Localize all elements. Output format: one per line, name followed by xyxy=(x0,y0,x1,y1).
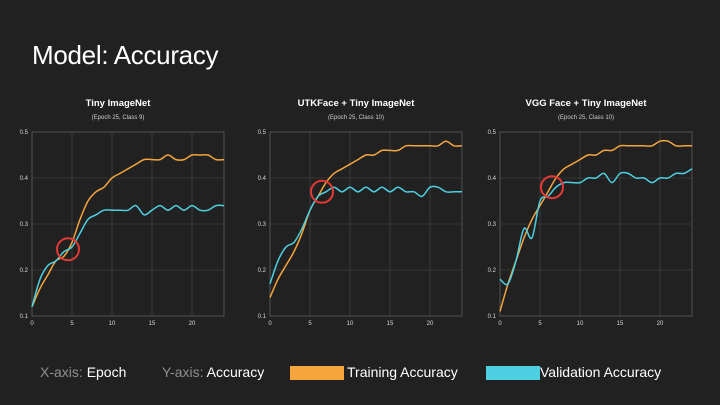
legend-training-label: Training Accuracy xyxy=(347,364,458,380)
chart-panel-vgg-face: VGG Face + Tiny ImageNet (Epoch 25, Clas… xyxy=(476,98,696,333)
legend-x-key: X-axis: xyxy=(40,364,83,380)
x-tick-label: 10 xyxy=(577,321,584,327)
chart-subtitle: (Epoch 25, Class 9) xyxy=(91,115,145,121)
chart-subtitle: (Epoch 25, Class 10) xyxy=(557,115,615,121)
x-tick-label: 5 xyxy=(308,321,312,327)
x-tick-label: 0 xyxy=(268,321,272,327)
plot-frame xyxy=(499,131,693,317)
x-tick-label: 15 xyxy=(149,321,156,327)
x-tick-label: 5 xyxy=(538,321,542,327)
x-tick-label: 0 xyxy=(498,321,502,327)
line-chart: 0.1 0.2 0.3 0.4 0.5 0 5 10 15 20 xyxy=(488,130,693,327)
training-accuracy-line xyxy=(269,140,463,298)
chart-subtitle: (Epoch 25, Class 10) xyxy=(327,115,385,121)
legend-x-value: Epoch xyxy=(86,364,127,380)
line-chart: 0.1 0.2 0.3 0.4 0.5 0 5 10 15 20 xyxy=(258,130,463,327)
y-tick-label: 0.2 xyxy=(20,268,29,274)
chart-title: UTKFace + Tiny ImageNet xyxy=(297,98,415,109)
x-tick-label: 5 xyxy=(70,321,74,327)
legend-validation-text: Validation Accuracy xyxy=(540,364,662,380)
training-accuracy-line xyxy=(31,153,225,308)
y-tick-label: 0.2 xyxy=(258,268,267,274)
highlight-circle xyxy=(56,237,80,262)
legend-y-axis: Y-axis: Accuracy xyxy=(162,364,264,380)
validation-accuracy-line xyxy=(31,204,225,308)
legend-y-key: Y-axis: xyxy=(162,364,204,380)
y-tick-label: 0.4 xyxy=(258,176,267,182)
line-chart: 0.1 0.2 0.3 0.4 0.5 0 5 10 15 20 xyxy=(20,130,225,327)
y-tick-label: 0.1 xyxy=(258,314,267,320)
highlight-circle xyxy=(540,175,564,200)
y-tick-label: 0.3 xyxy=(488,222,497,228)
legend-x-axis: X-axis: Epoch xyxy=(40,364,126,380)
y-tick-label: 0.3 xyxy=(20,222,29,228)
y-tick-label: 0.3 xyxy=(258,222,267,228)
chart-title: VGG Face + Tiny ImageNet xyxy=(525,98,647,109)
x-tick-label: 20 xyxy=(189,321,196,327)
validation-accuracy-line xyxy=(269,185,462,285)
training-accuracy-line xyxy=(499,139,692,312)
validation-accuracy-line xyxy=(499,168,693,286)
x-tick-label: 10 xyxy=(109,321,116,327)
plot-frame xyxy=(31,131,225,317)
chart-title: Tiny ImageNet xyxy=(85,98,151,109)
plot-frame xyxy=(269,131,463,317)
x-tick-label: 20 xyxy=(657,321,664,327)
x-tick-label: 15 xyxy=(387,321,394,327)
x-tick-label: 20 xyxy=(427,321,434,327)
y-tick-label: 0.1 xyxy=(20,314,29,320)
y-tick-label: 0.5 xyxy=(488,130,497,136)
highlight-circle xyxy=(310,179,334,204)
x-tick-label: 10 xyxy=(347,321,354,327)
validation-swatch xyxy=(486,366,540,380)
legend-training-text: Training Accuracy xyxy=(347,364,458,380)
y-tick-label: 0.5 xyxy=(20,130,29,136)
y-tick-label: 0.4 xyxy=(488,176,497,182)
y-tick-label: 0.2 xyxy=(488,268,497,274)
legend: X-axis: Epoch Y-axis: Accuracy Training … xyxy=(0,364,720,384)
x-tick-label: 15 xyxy=(617,321,624,327)
training-swatch xyxy=(290,366,344,380)
y-tick-label: 0.4 xyxy=(20,176,29,182)
slide-title: Model: Accuracy xyxy=(32,40,219,70)
chart-panel-utkface: UTKFace + Tiny ImageNet (Epoch 25, Class… xyxy=(246,98,466,333)
chart-panel-tiny-imagenet: Tiny ImageNet (Epoch 25, Class 9) 0.1 0.2… xyxy=(8,98,228,333)
x-tick-label: 0 xyxy=(30,321,34,327)
y-tick-label: 0.5 xyxy=(258,130,267,136)
legend-y-value: Accuracy xyxy=(206,364,265,380)
y-tick-label: 0.1 xyxy=(488,314,497,320)
legend-validation-label: Validation Accuracy xyxy=(540,364,661,380)
